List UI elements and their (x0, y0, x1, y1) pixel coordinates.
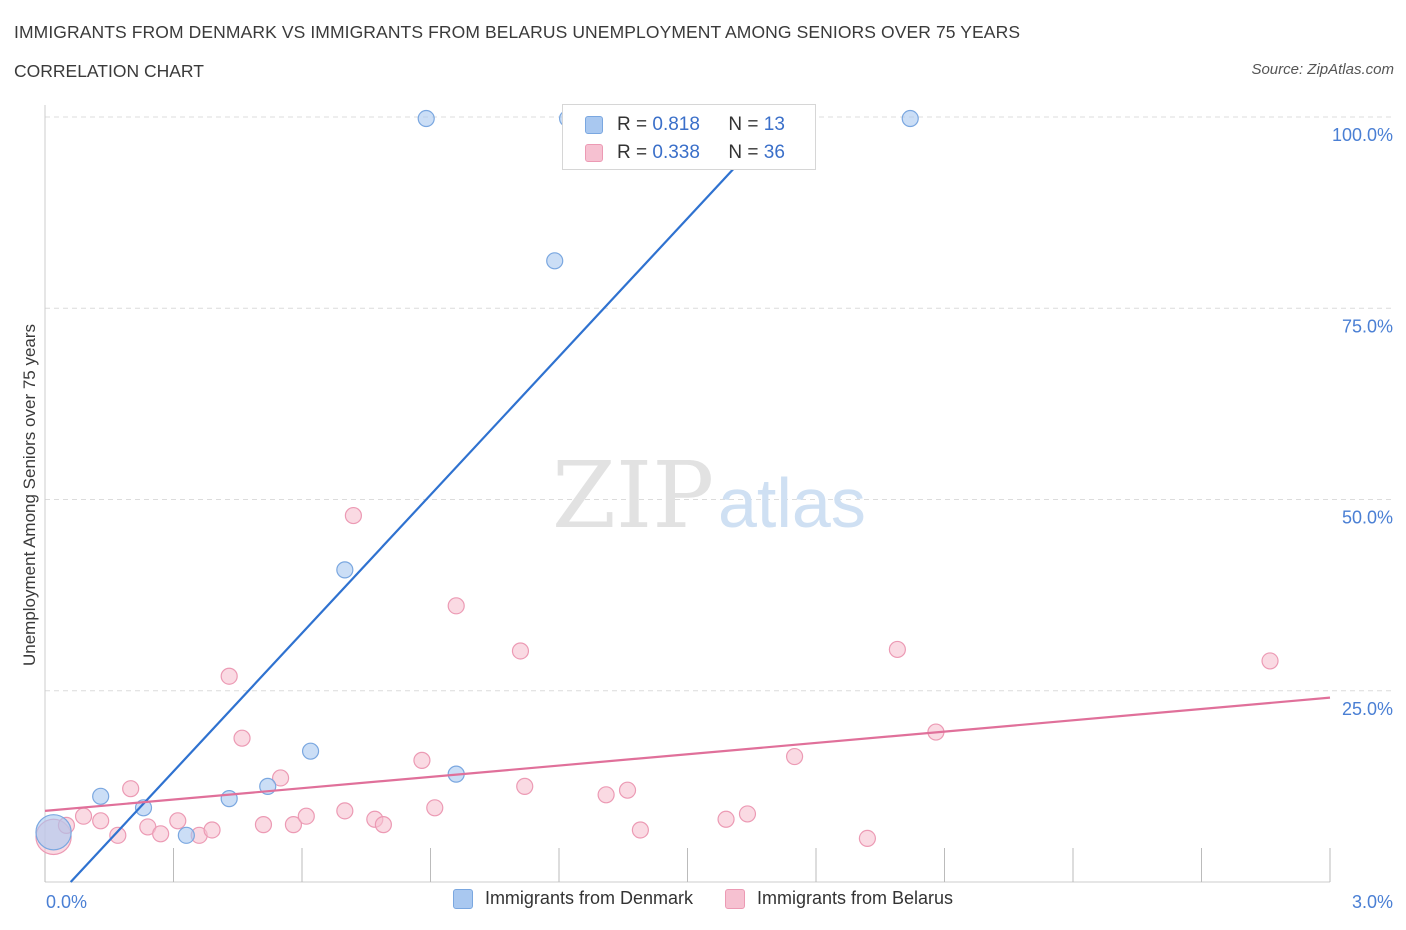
y-tick-label: 100.0% (1332, 125, 1393, 145)
point-belarus (785, 747, 804, 766)
point-belarus (122, 780, 140, 798)
legend-row-belarus: R = 0.338 N = 36 (585, 139, 785, 167)
point-belarus (220, 667, 238, 685)
point-belarus (618, 781, 637, 799)
point-denmark (546, 252, 564, 270)
point-belarus (74, 807, 93, 825)
point-denmark (336, 561, 354, 579)
point-belarus (516, 777, 534, 795)
legend-swatch-denmark (585, 116, 603, 134)
legend-swatch-belarus (585, 144, 603, 162)
r-label: R = (617, 142, 648, 163)
point-belarus (297, 807, 315, 825)
source-credit: Source: ZipAtlas.com (1251, 61, 1394, 78)
chart-title: IMMIGRANTS FROM DENMARK VS IMMIGRANTS FR… (14, 22, 1021, 42)
point-belarus (254, 816, 273, 834)
y-tick-label: 25.0% (1342, 699, 1393, 719)
n-value-belarus: 36 (763, 142, 785, 163)
point-belarus (203, 821, 221, 839)
point-belarus (413, 751, 431, 769)
point-denmark (92, 787, 110, 805)
point-belarus (511, 642, 530, 660)
point-belarus (109, 826, 127, 844)
legend-label-denmark: Immigrants from Denmark (484, 888, 693, 908)
y-tick-label: 50.0% (1342, 508, 1393, 528)
legend-swatch-belarus (724, 888, 745, 909)
point-belarus (344, 506, 362, 525)
legend-item-denmark[interactable]: Immigrants from Denmark (452, 888, 693, 909)
point-denmark (220, 790, 238, 808)
x-tick-label: 0.0% (46, 892, 87, 912)
y-tick-label: 75.0% (1342, 316, 1393, 336)
point-belarus (888, 640, 906, 659)
legend-swatch-denmark (452, 888, 473, 909)
axes (44, 105, 1331, 883)
stats-legend: R = 0.818 N = 13 R = 0.338 N = 36 (562, 104, 816, 170)
point-belarus (374, 816, 392, 834)
legend-row-denmark: R = 0.818 N = 13 (585, 111, 785, 139)
trend-line-belarus (44, 696, 1331, 812)
watermark-zip: ZIP (552, 442, 714, 549)
point-denmark (901, 109, 919, 128)
point-belarus (1261, 652, 1279, 670)
chart-subtitle: CORRELATION CHART (14, 61, 204, 81)
point-belarus (92, 812, 110, 830)
x-tick-label: 3.0% (1352, 892, 1393, 912)
point-belarus (336, 802, 354, 820)
point-belarus (447, 597, 465, 615)
legend-label-belarus: Immigrants from Belarus (756, 888, 954, 908)
point-belarus (233, 729, 251, 747)
point-belarus (284, 816, 303, 834)
r-value-denmark: 0.818 (652, 114, 700, 135)
trend-lines (44, 116, 1331, 883)
point-belarus (631, 821, 649, 839)
point-denmark (35, 814, 72, 851)
r-value-belarus: 0.338 (652, 142, 700, 163)
n-value-denmark: 13 (763, 114, 785, 135)
point-denmark (134, 799, 153, 817)
point-denmark (177, 826, 195, 844)
point-denmark (301, 742, 320, 760)
point-belarus (738, 805, 757, 823)
gridlines (45, 116, 1392, 692)
point-belarus (597, 786, 615, 804)
watermark: ZIP atlas (552, 442, 866, 549)
point-denmark (417, 109, 435, 128)
n-label: N = (728, 114, 759, 135)
tick-labels: 25.0% 50.0% 75.0% 100.0% 0.0% 3.0% (46, 125, 1393, 912)
n-label: N = (728, 142, 759, 163)
series-legend: Immigrants from Denmark Immigrants from … (0, 888, 1406, 909)
legend-item-belarus[interactable]: Immigrants from Belarus (724, 888, 954, 909)
point-belarus (271, 769, 290, 787)
point-belarus (426, 799, 444, 817)
watermark-atlas: atlas (718, 464, 866, 542)
point-belarus (717, 810, 735, 828)
point-belarus (858, 829, 877, 847)
r-label: R = (617, 114, 648, 135)
trend-line-denmark (69, 116, 783, 883)
point-belarus (169, 812, 187, 830)
point-belarus (152, 825, 170, 843)
